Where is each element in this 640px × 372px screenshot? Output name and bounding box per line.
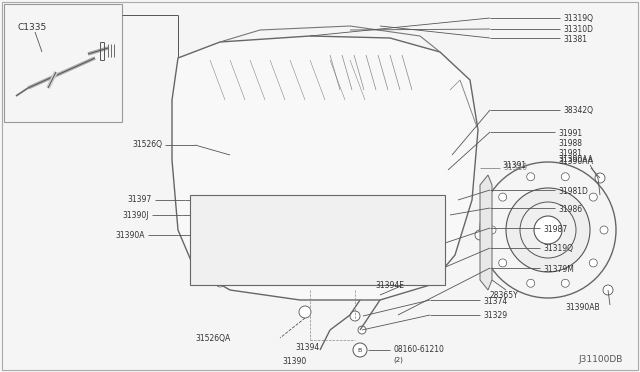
- Text: 31374: 31374: [483, 296, 508, 305]
- Circle shape: [431, 251, 439, 259]
- Text: C1335: C1335: [18, 23, 47, 32]
- Text: 31394E: 31394E: [375, 280, 404, 289]
- Circle shape: [561, 173, 570, 181]
- Circle shape: [600, 226, 608, 234]
- Circle shape: [356, 281, 364, 289]
- Circle shape: [527, 173, 534, 181]
- Text: 31986: 31986: [558, 205, 582, 214]
- Circle shape: [402, 167, 418, 183]
- Circle shape: [254, 164, 266, 176]
- Circle shape: [188, 221, 196, 229]
- Circle shape: [208, 140, 228, 160]
- Text: J31100DB: J31100DB: [578, 356, 622, 365]
- Circle shape: [306, 281, 314, 289]
- Text: 31390: 31390: [283, 357, 307, 366]
- Bar: [190, 195, 445, 285]
- Circle shape: [333, 165, 347, 179]
- Circle shape: [426, 148, 470, 192]
- Circle shape: [191, 268, 199, 276]
- Text: (2): (2): [393, 357, 403, 363]
- Circle shape: [413, 213, 427, 227]
- Text: 31390A: 31390A: [115, 231, 145, 240]
- Text: 31310: 31310: [503, 164, 527, 173]
- Bar: [4, 4, 122, 122]
- Text: 31310D: 31310D: [563, 26, 593, 35]
- Circle shape: [222, 167, 238, 183]
- Text: 31991: 31991: [558, 128, 582, 138]
- Circle shape: [374, 162, 386, 174]
- Circle shape: [561, 279, 570, 287]
- Circle shape: [434, 156, 462, 184]
- Circle shape: [350, 311, 360, 321]
- Circle shape: [426, 271, 434, 279]
- Text: 31988: 31988: [558, 138, 582, 148]
- Circle shape: [589, 193, 597, 201]
- Circle shape: [534, 216, 562, 244]
- Circle shape: [294, 162, 306, 174]
- Circle shape: [499, 193, 507, 201]
- Circle shape: [275, 90, 315, 130]
- Text: 31381: 31381: [563, 35, 587, 44]
- Circle shape: [256, 281, 264, 289]
- Circle shape: [257, 72, 333, 148]
- Circle shape: [256, 194, 264, 202]
- Text: 31394: 31394: [296, 343, 320, 353]
- Circle shape: [216, 196, 224, 204]
- Circle shape: [431, 221, 439, 229]
- Circle shape: [520, 202, 576, 258]
- Text: 31397: 31397: [128, 196, 152, 205]
- Circle shape: [299, 306, 311, 318]
- Text: 31981: 31981: [558, 148, 582, 157]
- Text: 31379M: 31379M: [543, 264, 574, 273]
- Text: 31391: 31391: [502, 160, 526, 170]
- Text: 31390AA: 31390AA: [558, 157, 593, 167]
- Text: 31981D: 31981D: [558, 186, 588, 196]
- Circle shape: [188, 246, 196, 254]
- Circle shape: [192, 214, 204, 226]
- Text: 31526QA: 31526QA: [195, 334, 230, 343]
- Circle shape: [480, 162, 616, 298]
- Circle shape: [355, 345, 365, 355]
- Text: 38342Q: 38342Q: [563, 106, 593, 115]
- Text: 08160-61210: 08160-61210: [393, 346, 444, 355]
- Text: 31987: 31987: [543, 224, 567, 234]
- Text: 31319Q: 31319Q: [563, 15, 593, 23]
- Text: 31329: 31329: [483, 311, 507, 321]
- Circle shape: [475, 230, 485, 240]
- Circle shape: [353, 343, 367, 357]
- Circle shape: [300, 288, 310, 298]
- Circle shape: [356, 194, 364, 202]
- Circle shape: [589, 259, 597, 267]
- Circle shape: [506, 188, 590, 272]
- Circle shape: [396, 279, 404, 287]
- Text: 31319Q: 31319Q: [543, 244, 573, 253]
- Circle shape: [499, 259, 507, 267]
- Text: 31390J: 31390J: [122, 211, 149, 219]
- Text: 31526Q: 31526Q: [132, 141, 162, 150]
- Circle shape: [595, 173, 605, 183]
- Polygon shape: [172, 36, 478, 300]
- Circle shape: [216, 279, 224, 287]
- Text: 31390AB: 31390AB: [565, 304, 600, 312]
- Circle shape: [603, 285, 613, 295]
- Polygon shape: [480, 175, 492, 290]
- Text: 28365Y: 28365Y: [490, 291, 519, 299]
- Circle shape: [426, 201, 434, 209]
- Circle shape: [192, 254, 204, 266]
- Circle shape: [413, 253, 427, 267]
- Circle shape: [200, 132, 236, 168]
- Circle shape: [306, 194, 314, 202]
- Circle shape: [340, 288, 350, 298]
- Text: 31390AA: 31390AA: [558, 155, 593, 164]
- Circle shape: [194, 201, 202, 209]
- Circle shape: [527, 279, 534, 287]
- Circle shape: [396, 196, 404, 204]
- Circle shape: [243, 58, 347, 162]
- Circle shape: [358, 326, 366, 334]
- Circle shape: [488, 226, 496, 234]
- Text: B: B: [358, 347, 362, 353]
